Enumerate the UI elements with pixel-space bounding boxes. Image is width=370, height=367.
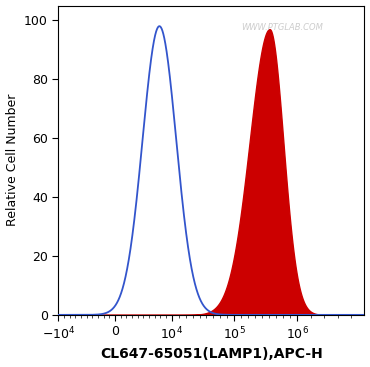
X-axis label: CL647-65051(LAMP1),APC-H: CL647-65051(LAMP1),APC-H (100, 348, 323, 361)
Text: WWW.PTGLAB.COM: WWW.PTGLAB.COM (241, 23, 323, 32)
Y-axis label: Relative Cell Number: Relative Cell Number (6, 94, 18, 226)
